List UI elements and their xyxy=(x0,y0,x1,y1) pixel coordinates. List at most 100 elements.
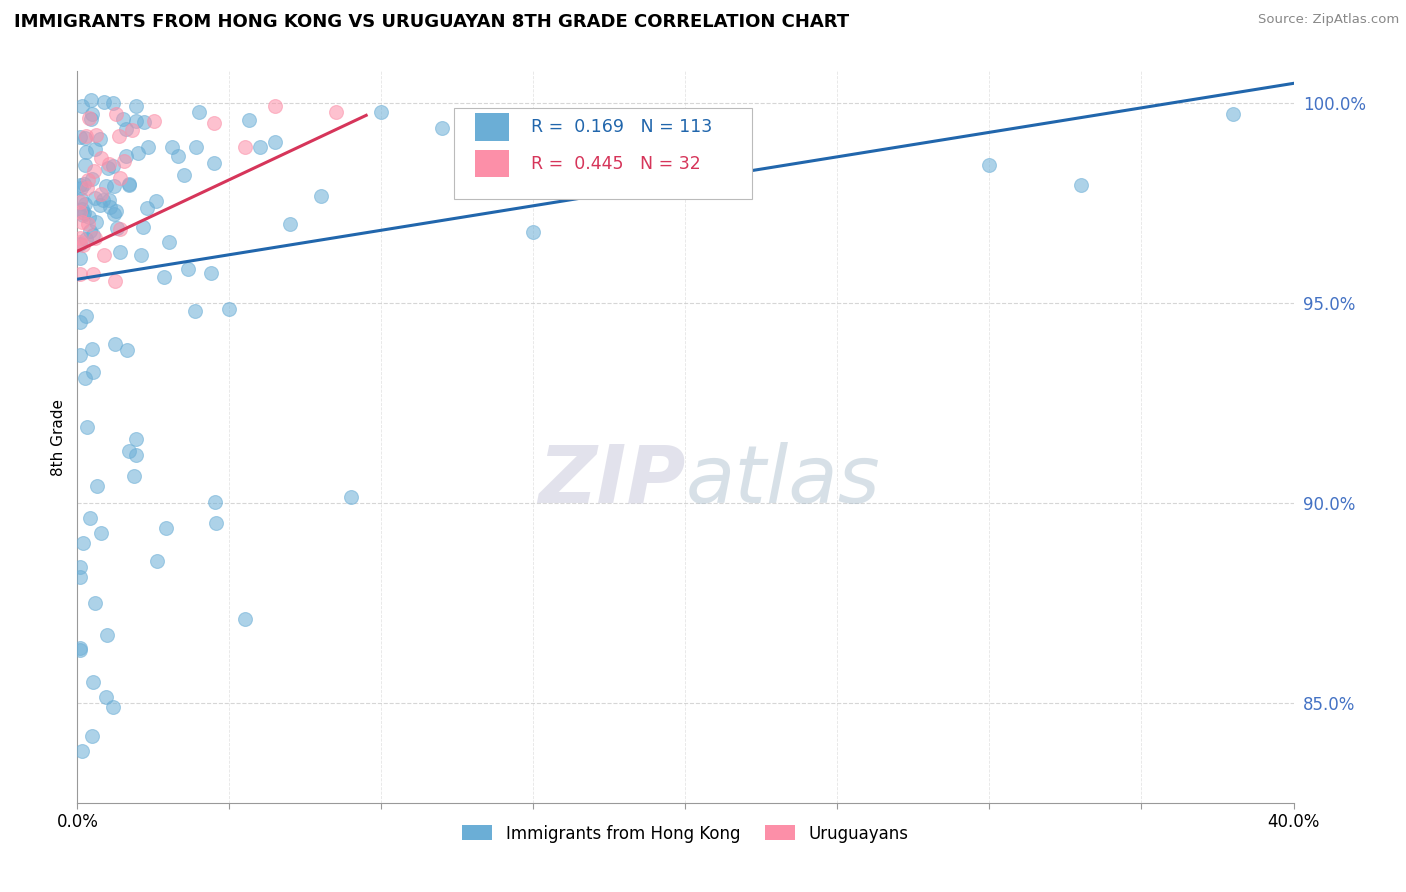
Point xyxy=(70,192,93,206)
Point xyxy=(69,643,91,657)
Point xyxy=(97,193,120,207)
Point xyxy=(979,158,1001,172)
Point xyxy=(83,142,105,156)
Point xyxy=(108,171,131,186)
Point xyxy=(238,112,260,127)
Point xyxy=(80,107,103,121)
Point xyxy=(249,140,271,154)
Point xyxy=(370,105,392,120)
Point xyxy=(76,217,98,231)
Point xyxy=(118,177,141,191)
Point xyxy=(134,115,156,129)
Point xyxy=(115,148,138,162)
Point xyxy=(173,168,195,182)
Text: R =  0.445   N = 32: R = 0.445 N = 32 xyxy=(531,154,700,172)
Point xyxy=(111,112,134,126)
Point xyxy=(84,596,107,610)
Text: Source: ZipAtlas.com: Source: ZipAtlas.com xyxy=(1258,13,1399,27)
Point xyxy=(69,178,91,192)
Point xyxy=(124,448,146,462)
Point xyxy=(167,148,190,162)
Point xyxy=(82,365,104,379)
Point xyxy=(72,536,94,550)
Point xyxy=(75,145,97,159)
Point xyxy=(75,129,97,144)
Point xyxy=(103,274,125,288)
Point xyxy=(202,155,225,169)
Point xyxy=(101,159,124,173)
Point xyxy=(103,206,125,220)
Point xyxy=(110,245,132,260)
Point xyxy=(69,231,91,245)
Point xyxy=(136,140,159,154)
Point xyxy=(83,164,105,178)
Point xyxy=(69,251,91,265)
Point xyxy=(77,173,100,187)
Point xyxy=(84,215,107,229)
Point xyxy=(69,640,91,655)
FancyBboxPatch shape xyxy=(454,108,752,200)
Point xyxy=(73,371,96,385)
Point xyxy=(131,248,153,262)
Point xyxy=(80,112,103,126)
Point xyxy=(93,248,115,262)
Point xyxy=(233,140,256,154)
Point xyxy=(131,219,153,234)
Point xyxy=(79,511,101,525)
Point xyxy=(82,228,104,243)
Point xyxy=(142,113,165,128)
Point xyxy=(72,208,94,222)
Point xyxy=(233,612,256,626)
Point xyxy=(86,479,108,493)
Point xyxy=(340,490,363,504)
Point xyxy=(309,189,332,203)
Point xyxy=(97,156,120,170)
Point xyxy=(124,99,146,113)
Point xyxy=(72,238,94,252)
Point xyxy=(278,217,301,231)
Point xyxy=(89,131,111,145)
Point xyxy=(430,120,453,135)
Point xyxy=(264,99,287,113)
Point xyxy=(70,215,93,229)
Point xyxy=(73,177,96,191)
Point xyxy=(127,145,149,160)
Point xyxy=(125,114,148,128)
Point xyxy=(104,107,127,121)
Point xyxy=(80,93,103,107)
Point xyxy=(69,267,91,281)
Point xyxy=(115,343,138,358)
Point xyxy=(152,269,174,284)
Point xyxy=(69,204,91,219)
Point xyxy=(184,303,207,318)
Point xyxy=(97,161,120,175)
Point xyxy=(146,554,169,568)
Point xyxy=(83,191,105,205)
Point xyxy=(90,525,112,540)
Point xyxy=(204,494,226,508)
Text: atlas: atlas xyxy=(686,442,880,520)
Point xyxy=(125,432,148,446)
Point xyxy=(75,130,97,145)
Point xyxy=(218,301,240,316)
Point xyxy=(96,179,118,194)
Point xyxy=(69,348,91,362)
Point xyxy=(114,154,136,169)
Point xyxy=(114,121,136,136)
Point xyxy=(96,628,118,642)
Point xyxy=(83,230,105,244)
Point xyxy=(160,140,183,154)
Point xyxy=(104,337,127,351)
Point xyxy=(121,123,143,137)
Point xyxy=(75,196,97,211)
Point xyxy=(77,210,100,224)
Point xyxy=(75,309,97,323)
Point xyxy=(118,444,141,458)
Point xyxy=(75,232,97,246)
Point xyxy=(145,194,167,209)
Point xyxy=(69,560,91,574)
Point xyxy=(157,235,180,250)
Point xyxy=(108,129,131,144)
Point xyxy=(264,135,287,149)
Point xyxy=(107,221,129,235)
